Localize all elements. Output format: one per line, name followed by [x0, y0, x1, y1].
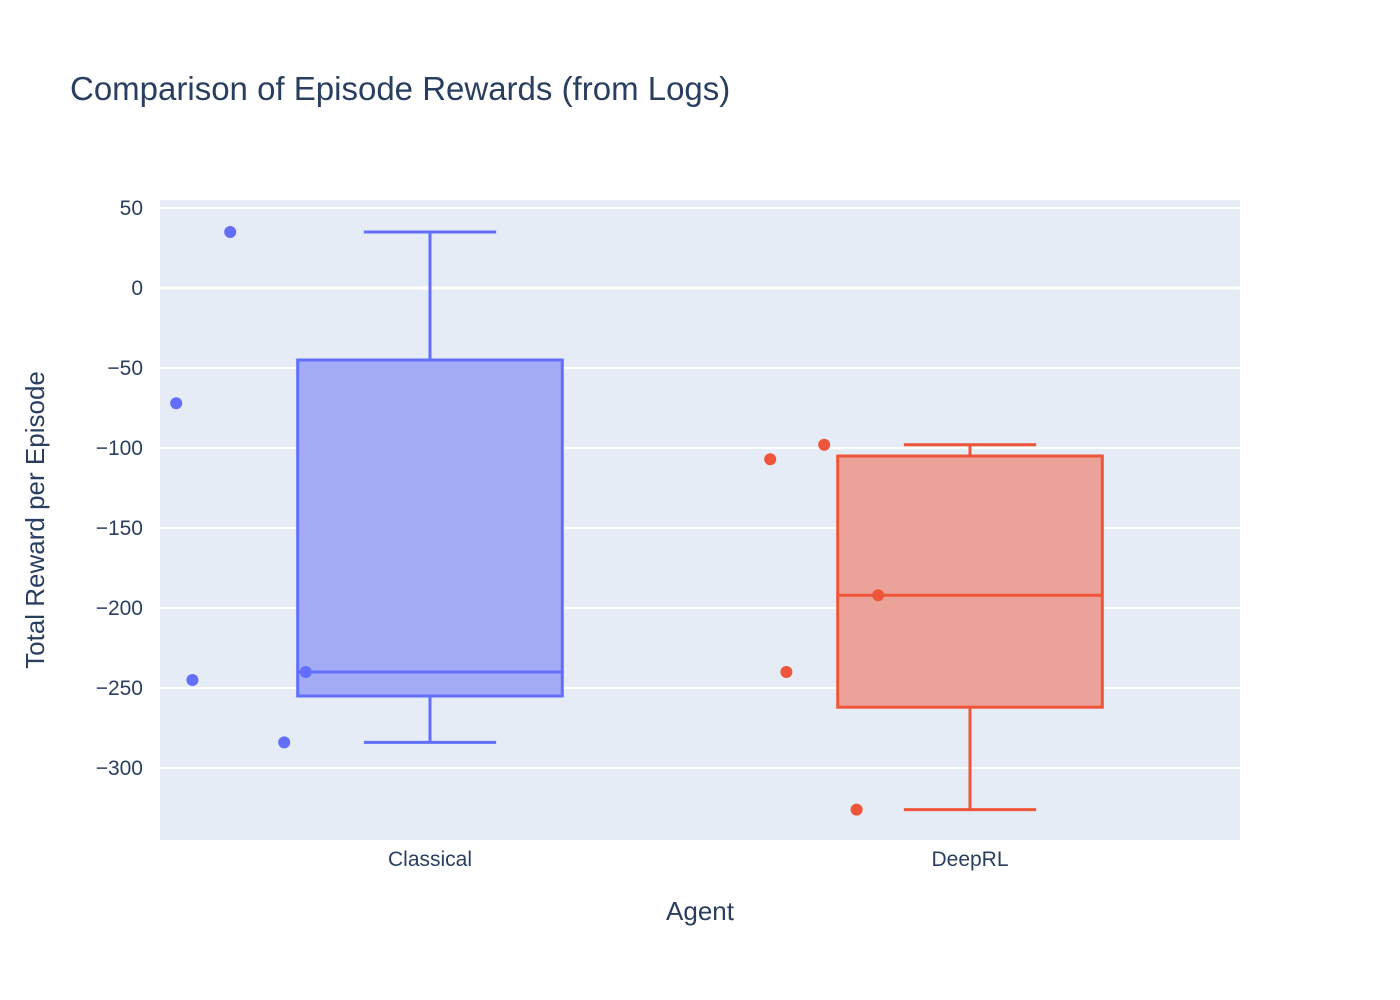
iqr-box	[836, 454, 1104, 709]
x-tick-label: Classical	[388, 848, 472, 871]
data-point	[186, 674, 199, 686]
box-deeprl	[764, 438, 1104, 816]
data-point	[780, 666, 793, 678]
y-axis-title: Total Reward per Episode	[20, 371, 50, 669]
data-point	[170, 397, 183, 410]
y-tick-label: −150	[96, 517, 143, 540]
y-tick-label: −200	[96, 597, 143, 620]
y-tick-label: 50	[120, 197, 143, 220]
data-point	[872, 589, 885, 602]
y-tick-label: −50	[107, 357, 143, 380]
y-tick-label: −300	[96, 757, 143, 780]
data-point	[224, 226, 237, 238]
x-tick-label: DeepRL	[931, 848, 1008, 871]
box-classical	[170, 226, 564, 749]
x-axis-ticks: Classical DeepRL	[388, 848, 1009, 871]
y-tick-label: 0	[131, 277, 143, 300]
chart-title: Comparison of Episode Rewards (from Logs…	[70, 70, 730, 107]
x-axis-title: Agent	[666, 896, 735, 926]
data-point	[278, 736, 291, 749]
y-axis-ticks: 50 0 −50 −100 −150 −200 −250 −300	[96, 197, 143, 780]
y-tick-label: −250	[96, 677, 143, 700]
data-point	[764, 453, 777, 466]
box-series	[170, 226, 1104, 816]
data-point	[818, 438, 831, 451]
y-tick-label: −100	[96, 437, 143, 460]
data-point	[850, 803, 863, 816]
iqr-box	[296, 358, 564, 698]
data-point	[299, 666, 312, 678]
